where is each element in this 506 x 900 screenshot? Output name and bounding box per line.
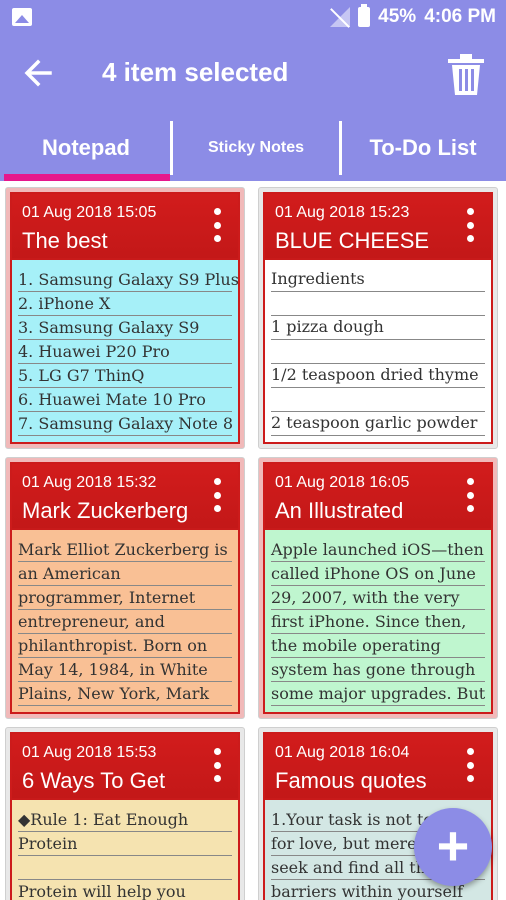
more-options-icon[interactable]	[467, 748, 475, 782]
note-title: BLUE CHEESE	[275, 228, 430, 253]
battery-percent: 45%	[378, 6, 417, 27]
note-line: 1. Samsung Galaxy S9 Plus	[18, 268, 238, 292]
note-line: called iPhone OS on June	[271, 562, 485, 586]
note-line: Plains, New York, Mark	[18, 682, 232, 706]
note-line: first iPhone. Since then,	[271, 610, 485, 634]
plus-icon: +	[436, 814, 470, 877]
note-card-frame: 01 Aug 2018 15:32 Mark Zuckerberg Mark E…	[10, 462, 240, 714]
note-line: system has gone through	[271, 658, 485, 682]
more-options-icon[interactable]	[214, 478, 222, 512]
note-line: 29, 2007, with the very	[271, 586, 485, 610]
note-card-frame: 01 Aug 2018 16:04 Famous quotes 1.Your t…	[263, 732, 493, 900]
note-line: entrepreneur, and	[18, 610, 232, 634]
note-line: Apple launched iOS—then	[271, 538, 485, 562]
note-line: philanthropist. Born on	[18, 634, 232, 658]
note-header: 01 Aug 2018 16:05 An Illustrated	[265, 464, 491, 528]
more-options-icon[interactable]	[214, 208, 222, 242]
note-line	[271, 340, 485, 364]
note-line: 6. Huawei Mate 10 Pro	[18, 388, 232, 412]
note-line: 2. iPhone X	[18, 292, 232, 316]
note-date: 01 Aug 2018 15:23	[275, 204, 410, 221]
note-card-frame: 01 Aug 2018 15:23 BLUE CHEESE Ingredient…	[263, 192, 493, 444]
selection-title: 4 item selected	[102, 57, 289, 87]
note-body: Mark Elliot Zuckerberg is an American pr…	[12, 530, 238, 712]
note-header: 01 Aug 2018 15:05 The best	[12, 194, 238, 258]
note-line: Mark Elliot Zuckerberg is	[18, 538, 232, 562]
note-date: 01 Aug 2018 16:05	[275, 474, 410, 491]
note-card[interactable]: 01 Aug 2018 16:05 An Illustrated Apple l…	[258, 457, 498, 719]
note-date: 01 Aug 2018 15:05	[22, 204, 157, 221]
note-date: 01 Aug 2018 15:32	[22, 474, 157, 491]
note-card[interactable]: 01 Aug 2018 15:53 6 Ways To Get ◆Rule 1:…	[5, 727, 245, 900]
clock: 4:06 PM	[424, 6, 496, 27]
note-body: 1. Samsung Galaxy S9 Plus 2. iPhone X 3.…	[12, 260, 238, 442]
note-card[interactable]: 01 Aug 2018 15:05 The best 1. Samsung Ga…	[5, 187, 245, 449]
add-note-button[interactable]: +	[414, 808, 492, 886]
note-date: 01 Aug 2018 16:04	[275, 744, 410, 761]
note-line: 5. LG G7 ThinQ	[18, 364, 232, 388]
no-signal-icon	[330, 7, 351, 27]
note-line: 1 pizza dough	[271, 316, 485, 340]
note-card-frame: 01 Aug 2018 15:53 6 Ways To Get ◆Rule 1:…	[10, 732, 240, 900]
note-card-frame: 01 Aug 2018 16:05 An Illustrated Apple l…	[263, 462, 493, 714]
tab-todo-list[interactable]: To-Do List	[369, 135, 477, 160]
status-bar: 45% 4:06 PM	[0, 0, 506, 35]
note-line: an American	[18, 562, 232, 586]
note-header: 01 Aug 2018 15:53 6 Ways To Get	[12, 734, 238, 798]
more-options-icon[interactable]	[467, 478, 475, 512]
app-bar: 4 item selected	[0, 35, 506, 115]
more-options-icon[interactable]	[214, 748, 222, 782]
trash-icon[interactable]	[446, 53, 486, 97]
note-header: 01 Aug 2018 15:32 Mark Zuckerberg	[12, 464, 238, 528]
note-line	[271, 292, 485, 316]
note-header: 01 Aug 2018 15:23 BLUE CHEESE	[265, 194, 491, 258]
arrow-left-icon[interactable]	[20, 55, 56, 91]
note-line: Ingredients	[271, 268, 485, 292]
note-card[interactable]: 01 Aug 2018 15:32 Mark Zuckerberg Mark E…	[5, 457, 245, 719]
note-line: ◆Rule 1: Eat Enough	[18, 808, 232, 832]
note-card[interactable]: 01 Aug 2018 16:04 Famous quotes 1.Your t…	[258, 727, 498, 900]
tab-divider	[339, 121, 342, 175]
note-body: Apple launched iOS—then called iPhone OS…	[265, 530, 491, 712]
note-line: for love, but merely to	[271, 832, 485, 856]
note-line: 2 teaspoon garlic powder	[271, 412, 485, 436]
note-line: programmer, Internet	[18, 586, 232, 610]
note-line	[271, 388, 485, 412]
note-line: some major upgrades. But	[271, 682, 485, 706]
note-line: the mobile operating	[271, 634, 485, 658]
tab-divider	[170, 121, 173, 175]
note-line: Protein	[18, 832, 232, 856]
note-card[interactable]: 01 Aug 2018 15:23 BLUE CHEESE Ingredient…	[258, 187, 498, 449]
note-line: May 14, 1984, in White	[18, 658, 232, 682]
note-line	[18, 856, 232, 880]
note-line: Protein will help you	[18, 880, 232, 900]
image-notification-icon	[12, 8, 32, 26]
note-title: An Illustrated	[275, 498, 404, 523]
note-line: 3. Samsung Galaxy S9	[18, 316, 232, 340]
note-line: 4. Huawei P20 Pro	[18, 340, 232, 364]
note-header: 01 Aug 2018 16:04 Famous quotes	[265, 734, 491, 798]
note-line: barriers within yourself	[271, 880, 485, 900]
note-title: Mark Zuckerberg	[22, 498, 189, 523]
note-body: ◆Rule 1: Eat Enough Protein Protein will…	[12, 800, 238, 900]
battery-icon	[358, 4, 371, 27]
note-title: The best	[22, 228, 108, 253]
tab-bar: Notepad Sticky Notes To-Do List	[0, 115, 506, 181]
tab-sticky-notes[interactable]: Sticky Notes	[207, 139, 305, 156]
note-title: 6 Ways To Get	[22, 768, 166, 793]
note-body: Ingredients 1 pizza dough 1/2 teaspoon d…	[265, 260, 491, 442]
active-tab-indicator	[4, 174, 170, 181]
more-options-icon[interactable]	[467, 208, 475, 242]
note-date: 01 Aug 2018 15:53	[22, 744, 157, 761]
note-line: 1/2 teaspoon dried thyme	[271, 364, 485, 388]
note-line: 7. Samsung Galaxy Note 8	[18, 412, 233, 436]
tab-notepad[interactable]: Notepad	[42, 135, 130, 160]
note-title: Famous quotes	[275, 768, 427, 793]
note-card-frame: 01 Aug 2018 15:05 The best 1. Samsung Ga…	[10, 192, 240, 444]
note-line: seek and find all the	[271, 856, 485, 880]
